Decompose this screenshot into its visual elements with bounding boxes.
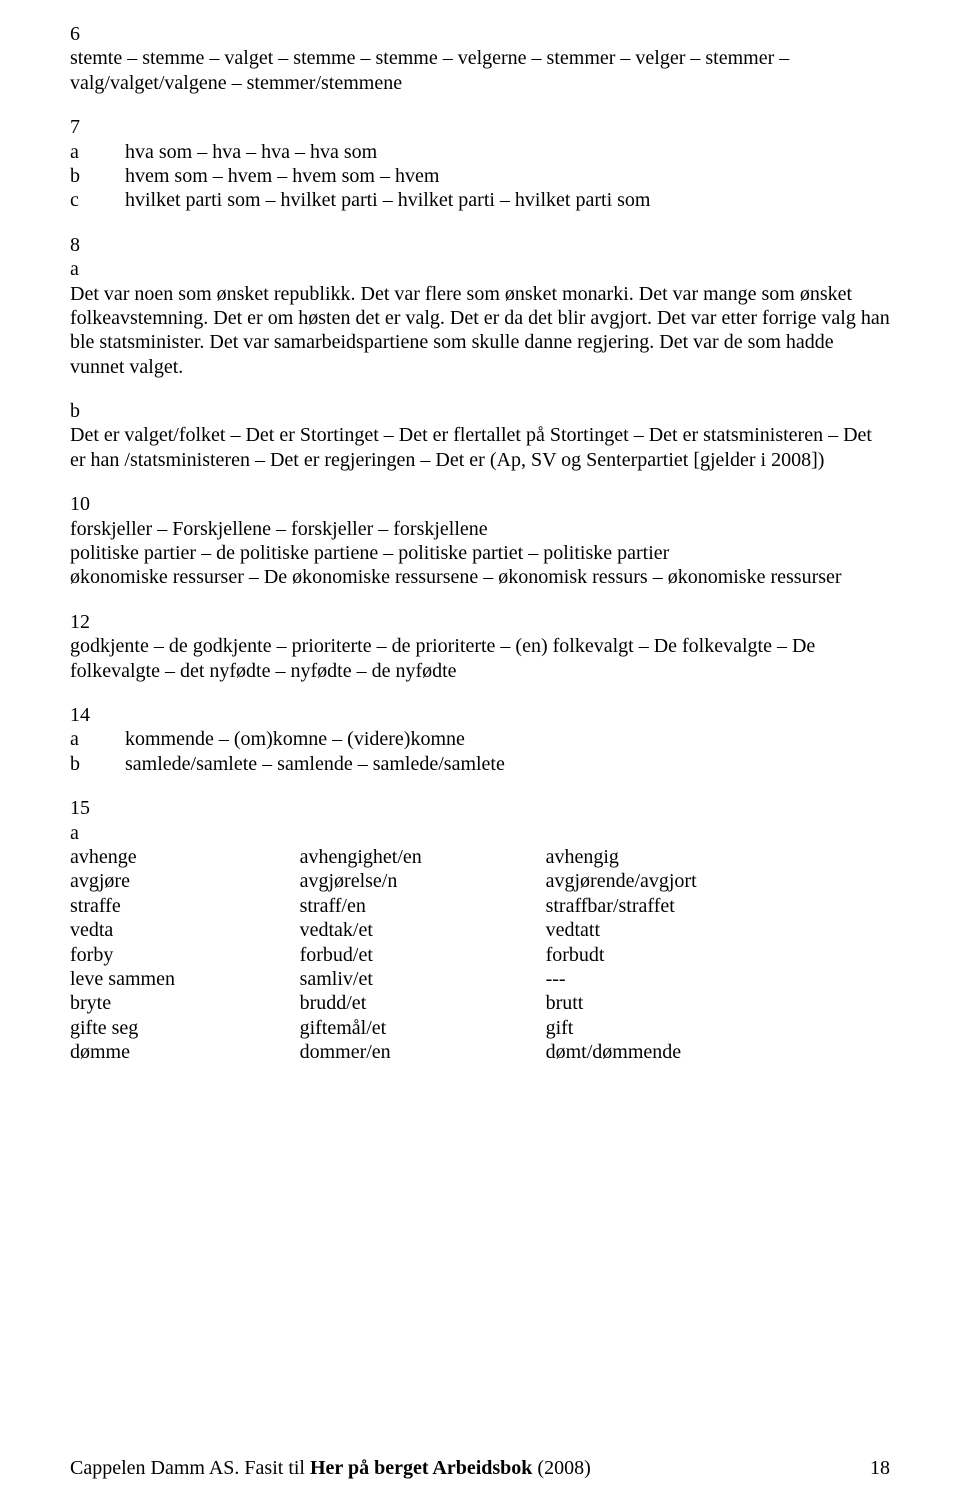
table-cell: avhengighet/en bbox=[300, 845, 546, 869]
section-8-b-letter: b bbox=[70, 399, 890, 423]
table-row: vedtavedtak/etvedtatt bbox=[70, 918, 890, 942]
row-text: hva som – hva – hva – hva som bbox=[125, 140, 890, 164]
table-cell: bryte bbox=[70, 991, 300, 1015]
row-letter: b bbox=[70, 752, 125, 776]
section-15-table: avhengeavhengighet/enavhengigavgjøreavgj… bbox=[70, 845, 890, 1065]
table-cell: giftemål/et bbox=[300, 1016, 546, 1040]
table-cell: forbud/et bbox=[300, 943, 546, 967]
section-14-number: 14 bbox=[70, 703, 890, 727]
section-10-line-1: forskjeller – Forskjellene – forskjeller… bbox=[70, 517, 890, 541]
section-7-row-b: b hvem som – hvem – hvem som – hvem bbox=[70, 164, 890, 188]
section-8-number: 8 bbox=[70, 233, 890, 257]
table-cell: dommer/en bbox=[300, 1040, 546, 1064]
table-cell: brudd/et bbox=[300, 991, 546, 1015]
table-cell: samliv/et bbox=[300, 967, 546, 991]
row-text: kommende – (om)komne – (videre)komne bbox=[125, 727, 890, 751]
table-row: gifte seggiftemål/etgift bbox=[70, 1016, 890, 1040]
table-cell: brutt bbox=[546, 991, 890, 1015]
table-cell: gift bbox=[546, 1016, 890, 1040]
table-row: avgjøreavgjørelse/navgjørende/avgjort bbox=[70, 869, 890, 893]
row-letter: b bbox=[70, 164, 125, 188]
table-cell: gifte seg bbox=[70, 1016, 300, 1040]
table-row: avhengeavhengighet/enavhengig bbox=[70, 845, 890, 869]
table-cell: forby bbox=[70, 943, 300, 967]
footer-pagenum: 18 bbox=[870, 1456, 890, 1480]
table-cell: vedtatt bbox=[546, 918, 890, 942]
table-cell: avgjørende/avgjort bbox=[546, 869, 890, 893]
section-14-row-b: b samlede/samlete – samlende – samlede/s… bbox=[70, 752, 890, 776]
row-text: samlede/samlete – samlende – samlede/sam… bbox=[125, 752, 890, 776]
table-cell: straff/en bbox=[300, 894, 546, 918]
section-7-number: 7 bbox=[70, 115, 890, 139]
table-cell: dømt/dømmende bbox=[546, 1040, 890, 1064]
section-10-line-3: økonomiske ressurser – De økonomiske res… bbox=[70, 565, 890, 589]
section-12-number: 12 bbox=[70, 610, 890, 634]
table-cell: forbudt bbox=[546, 943, 890, 967]
section-15-a-letter: a bbox=[70, 821, 890, 845]
footer-left-bold: Her på berget Arbeidsbok bbox=[310, 1457, 532, 1479]
section-8-a-letter: a bbox=[70, 257, 890, 281]
section-14-row-a: a kommende – (om)komne – (videre)komne bbox=[70, 727, 890, 751]
section-8-b-text: Det er valget/folket – Det er Stortinget… bbox=[70, 423, 890, 472]
section-8-a-text: Det var noen som ønsket republikk. Det v… bbox=[70, 282, 890, 380]
table-row: dømmedommer/endømt/dømmende bbox=[70, 1040, 890, 1064]
table-row: brytebrudd/etbrutt bbox=[70, 991, 890, 1015]
section-6-text: stemte – stemme – valget – stemme – stem… bbox=[70, 46, 890, 95]
row-text: hvilket parti som – hvilket parti – hvil… bbox=[125, 188, 890, 212]
table-cell: avhenge bbox=[70, 845, 300, 869]
table-cell: avgjøre bbox=[70, 869, 300, 893]
table-cell: vedtak/et bbox=[300, 918, 546, 942]
table-cell: dømme bbox=[70, 1040, 300, 1064]
section-7-row-c: c hvilket parti som – hvilket parti – hv… bbox=[70, 188, 890, 212]
table-cell: --- bbox=[546, 967, 890, 991]
row-letter: a bbox=[70, 727, 125, 751]
row-letter: a bbox=[70, 140, 125, 164]
footer-left-pre: Cappelen Damm AS. Fasit til bbox=[70, 1457, 310, 1479]
table-cell: straffbar/straffet bbox=[546, 894, 890, 918]
section-15-number: 15 bbox=[70, 796, 890, 820]
section-6-number: 6 bbox=[70, 22, 890, 46]
table-row: forbyforbud/etforbudt bbox=[70, 943, 890, 967]
footer-left-post: (2008) bbox=[532, 1457, 590, 1479]
table-cell: straffe bbox=[70, 894, 300, 918]
row-letter: c bbox=[70, 188, 125, 212]
section-10-number: 10 bbox=[70, 492, 890, 516]
table-cell: avgjørelse/n bbox=[300, 869, 546, 893]
section-12-text: godkjente – de godkjente – prioriterte –… bbox=[70, 634, 890, 683]
table-cell: leve sammen bbox=[70, 967, 300, 991]
row-text: hvem som – hvem – hvem som – hvem bbox=[125, 164, 890, 188]
table-cell: vedta bbox=[70, 918, 300, 942]
section-7-row-a: a hva som – hva – hva – hva som bbox=[70, 140, 890, 164]
page-footer: Cappelen Damm AS. Fasit til Her på berge… bbox=[70, 1456, 890, 1480]
table-cell: avhengig bbox=[546, 845, 890, 869]
table-row: leve sammensamliv/et--- bbox=[70, 967, 890, 991]
section-10-line-2: politiske partier – de politiske partien… bbox=[70, 541, 890, 565]
table-row: straffestraff/enstraffbar/straffet bbox=[70, 894, 890, 918]
footer-left: Cappelen Damm AS. Fasit til Her på berge… bbox=[70, 1456, 591, 1480]
